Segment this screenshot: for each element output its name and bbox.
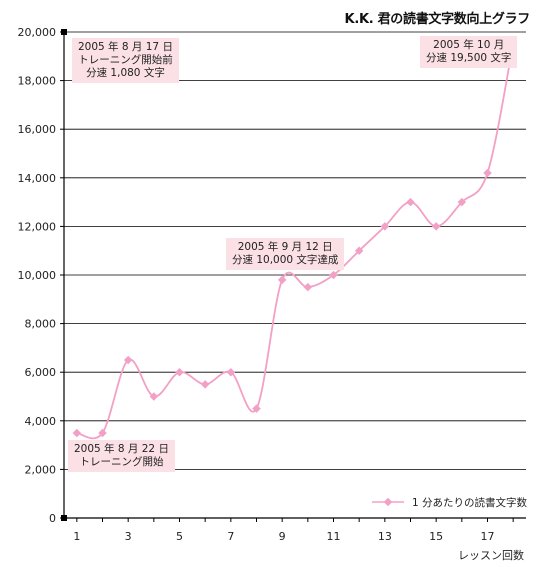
annotation-line: 2005 年 8 月 22 日 xyxy=(74,443,169,455)
x-tick-label: 15 xyxy=(429,530,443,543)
annotation-training-start: 2005 年 8 月 22 日 トレーニング開始 xyxy=(68,440,175,472)
x-tick-label: 13 xyxy=(378,530,392,543)
annotation-19500: 2005 年 10 月 分速 19,500 文字 xyxy=(420,36,518,68)
data-point xyxy=(226,367,236,377)
y-tick-label: 12,000 xyxy=(18,220,57,233)
y-tick-label: 20,000 xyxy=(18,26,57,39)
annotation-line: 分速 1,080 文字 xyxy=(86,67,165,79)
x-tick-label: 17 xyxy=(481,530,495,543)
y-tick-label: 0 xyxy=(49,512,56,525)
x-tick-label: 1 xyxy=(73,530,80,543)
data-point xyxy=(98,428,107,438)
data-point xyxy=(72,428,82,438)
y-tick-label: 16,000 xyxy=(18,123,57,136)
x-tick-label: 7 xyxy=(227,530,234,543)
series-layer xyxy=(72,39,518,440)
annotation-line: 2005 年 8 月 17 日 xyxy=(78,41,173,53)
data-point xyxy=(406,197,415,207)
data-point xyxy=(303,282,313,292)
axis-corner-mark xyxy=(61,515,67,521)
data-point xyxy=(175,367,184,377)
grid-lines xyxy=(64,31,526,470)
y-tick-label: 8,000 xyxy=(25,318,57,331)
x-axis-ticks: 1 3 5 7 9 11 13 15 17 xyxy=(73,518,514,543)
y-tick-label: 2,000 xyxy=(25,463,57,476)
data-point xyxy=(277,275,287,285)
data-point xyxy=(149,392,159,401)
annotation-line: 2005 年 9 月 12 日 xyxy=(237,241,333,253)
data-point xyxy=(252,404,261,413)
annotation-line: 2005 年 10 月 xyxy=(433,39,505,51)
annotation-line: 分速 10,000 文字達成 xyxy=(232,254,339,266)
annotation-line: トレーニング開始 xyxy=(79,456,164,468)
annotation-10000-reached: 2005 年 9 月 12 日 分速 10,000 文字達成 xyxy=(226,238,345,270)
data-point xyxy=(457,197,467,207)
y-axis-ticks: 0 2,000 4,000 6,000 8,000 10,000 12,000 14,000 1… xyxy=(18,26,64,525)
annotation-line: 分速 19,500 文字 xyxy=(426,52,512,64)
x-axis-label: レッスン回数 xyxy=(458,549,524,562)
x-tick-label: 3 xyxy=(125,530,132,543)
y-tick-label: 6,000 xyxy=(25,366,57,379)
y-tick-label: 4,000 xyxy=(25,415,57,428)
x-tick-label: 5 xyxy=(176,530,183,543)
chart-title: K.K. 君の読書文字数向上グラフ xyxy=(344,12,531,27)
x-tick-label: 11 xyxy=(327,530,341,543)
y-tick-label: 18,000 xyxy=(18,75,57,88)
axis-corner-mark xyxy=(61,29,67,35)
legend: 1 分あたりの読書文字数 xyxy=(370,492,530,512)
legend-swatch xyxy=(372,497,404,507)
data-point xyxy=(329,270,338,280)
x-tick-label: 9 xyxy=(279,530,286,543)
data-point xyxy=(200,380,210,389)
annotation-training-before: 2005 年 8 月 17 日 トレーニング開始前 分速 1,080 文字 xyxy=(72,38,179,83)
data-point xyxy=(483,168,492,178)
annotation-line: トレーニング開始前 xyxy=(78,54,173,66)
y-tick-label: 10,000 xyxy=(18,269,57,282)
y-tick-label: 14,000 xyxy=(18,172,57,185)
data-point xyxy=(431,222,441,231)
data-point xyxy=(380,222,390,231)
data-point xyxy=(354,246,364,255)
legend-label: 1 分あたりの読書文字数 xyxy=(412,496,528,509)
axes xyxy=(61,29,526,521)
